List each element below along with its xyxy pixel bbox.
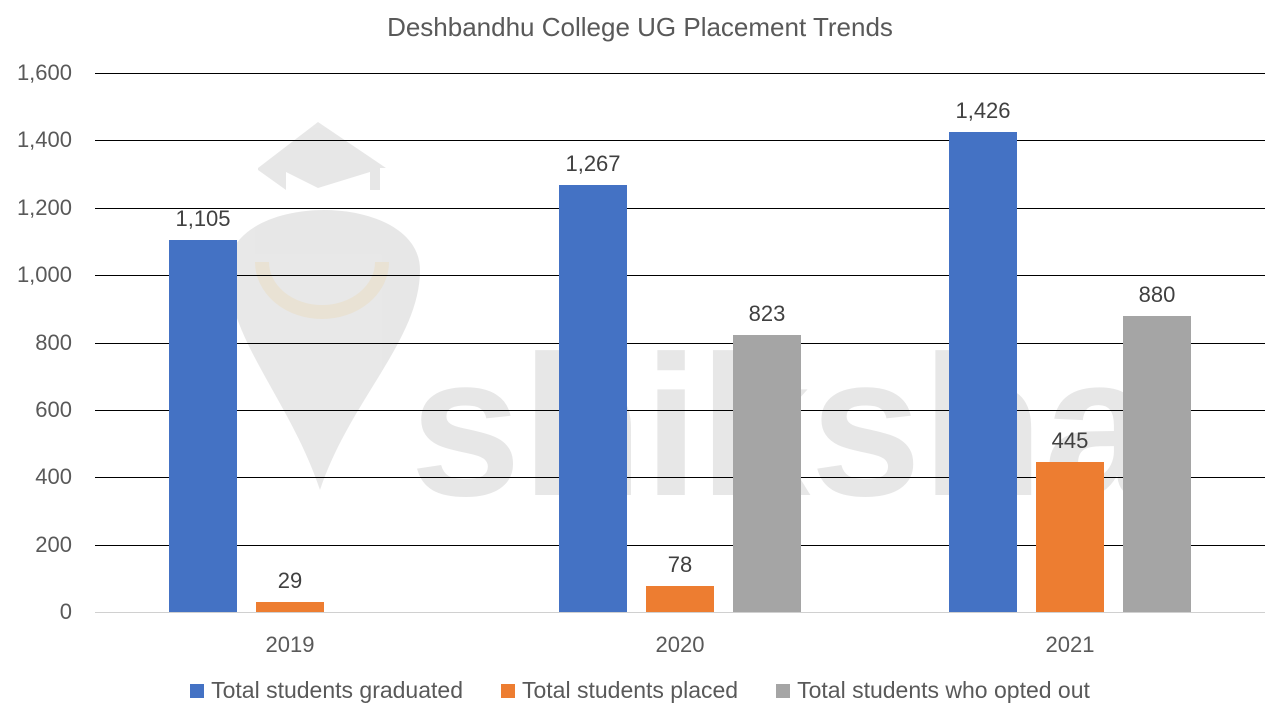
gridline [95,73,1265,74]
data-label: 445 [1051,428,1089,454]
legend-swatch-icon [501,683,515,698]
gridline [95,207,1265,209]
legend-swatch-icon [190,683,205,698]
bar-2020-total-students-who-opted-out[interactable] [733,334,801,612]
bar-2021-total-students-placed[interactable] [1036,462,1104,612]
legend-label: Total students graduated [211,677,463,703]
y-tick-label: 1,400 [16,127,72,153]
legend-item[interactable]: Total students graduated [190,677,463,704]
bar-2019-total-students-graduated[interactable] [169,239,237,612]
y-tick-label: 600 [35,396,72,422]
bar-2021-total-students-who-opted-out[interactable] [1123,315,1191,612]
bar-2019-total-students-placed[interactable] [256,602,324,612]
bar-2020-total-students-graduated[interactable] [559,185,627,612]
x-tick-label: 2021 [1045,632,1095,657]
legend-swatch-icon [776,683,791,698]
y-tick-label: 800 [35,329,72,355]
gridline [95,342,1265,344]
x-tick-label: 2020 [655,632,705,657]
data-label: 1,105 [175,205,231,231]
gridline [95,612,1265,613]
y-tick-label: 1,000 [16,262,72,288]
y-tick-label: 400 [35,464,72,490]
bar-2020-total-students-placed[interactable] [646,585,714,612]
chart-title: Deshbandhu College UG Placement Trends [387,12,893,42]
data-label: 823 [748,300,786,326]
y-tick-label: 0 [59,599,72,624]
data-label: 880 [1138,281,1176,307]
y-tick-label: 1,200 [16,194,72,220]
legend-item[interactable]: Total students placed [501,677,738,704]
plot-area: 1,105 29 1,267 78 823 1,426 445 880 [95,73,1265,613]
data-label: 1,426 [955,97,1011,123]
legend-item[interactable]: Total students who opted out [776,677,1090,704]
y-tick-label: 1,600 [16,60,72,85]
y-tick-label: 200 [35,531,72,557]
x-tick-label: 2019 [265,632,315,657]
data-label: 1,267 [565,151,621,177]
legend-label: Total students who opted out [797,677,1090,703]
bar-2021-total-students-graduated[interactable] [949,131,1017,612]
data-label: 78 [667,551,693,577]
legend-label: Total students placed [522,677,739,703]
gridline [95,409,1265,411]
data-label: 29 [277,568,303,594]
gridline [95,275,1265,277]
gridline [95,140,1265,142]
gridline [95,544,1265,546]
legend: Total students graduated Total students p… [0,677,1280,704]
gridline [95,477,1265,479]
